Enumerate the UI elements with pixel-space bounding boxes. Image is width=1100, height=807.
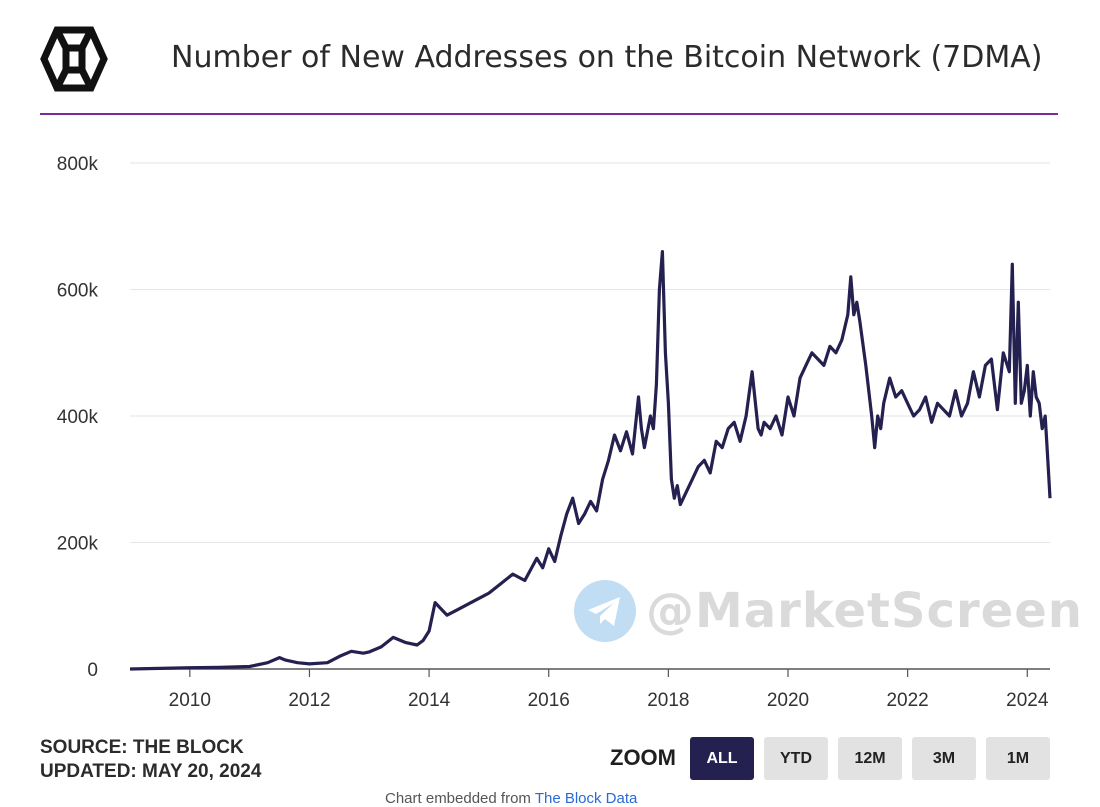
embed-note-prefix: Chart embedded from bbox=[385, 790, 535, 807]
zoom-label: ZOOM bbox=[610, 745, 676, 770]
source-info: SOURCE: THE BLOCK UPDATED: MAY 20, 2024 bbox=[40, 736, 261, 784]
y-tick-label: 400k bbox=[57, 407, 99, 428]
embed-note: Chart embedded from The Block Data bbox=[385, 790, 637, 807]
x-tick-label: 2018 bbox=[647, 690, 689, 711]
the-block-cube-logo-icon bbox=[40, 26, 108, 92]
chart-title: Number of New Addresses on the Bitcoin N… bbox=[171, 40, 1043, 75]
updated-line: UPDATED: MAY 20, 2024 bbox=[40, 761, 262, 782]
zoom-3m-button[interactable]: 3M bbox=[912, 737, 976, 780]
y-tick-label: 200k bbox=[57, 534, 99, 555]
x-tick-label: 2014 bbox=[408, 690, 451, 711]
the-block-data-link[interactable]: The Block Data bbox=[534, 790, 638, 807]
title-divider bbox=[40, 113, 1058, 115]
x-tick-label: 2010 bbox=[169, 690, 211, 711]
zoom-1m-button[interactable]: 1M bbox=[986, 737, 1050, 780]
x-tick-label: 2022 bbox=[886, 690, 928, 711]
source-line: SOURCE: THE BLOCK bbox=[40, 737, 244, 758]
y-tick-label: 800k bbox=[57, 154, 99, 175]
line-chart: 0 200k 400k 600k 800k 2010 2012 2014 2016 2018 20… bbox=[57, 154, 1052, 711]
y-tick-label: 600k bbox=[57, 281, 99, 302]
x-tick-label: 2012 bbox=[288, 690, 330, 711]
series-line bbox=[129, 250, 1052, 671]
y-tick-label: 0 bbox=[87, 660, 98, 681]
zoom-all-button[interactable]: ALL bbox=[690, 737, 754, 780]
x-tick-label: 2024 bbox=[1006, 690, 1049, 711]
zoom-ytd-button[interactable]: YTD bbox=[764, 737, 828, 780]
x-tick-label: 2020 bbox=[767, 690, 809, 711]
zoom-12m-button[interactable]: 12M bbox=[838, 737, 902, 780]
x-tick-label: 2016 bbox=[528, 690, 570, 711]
